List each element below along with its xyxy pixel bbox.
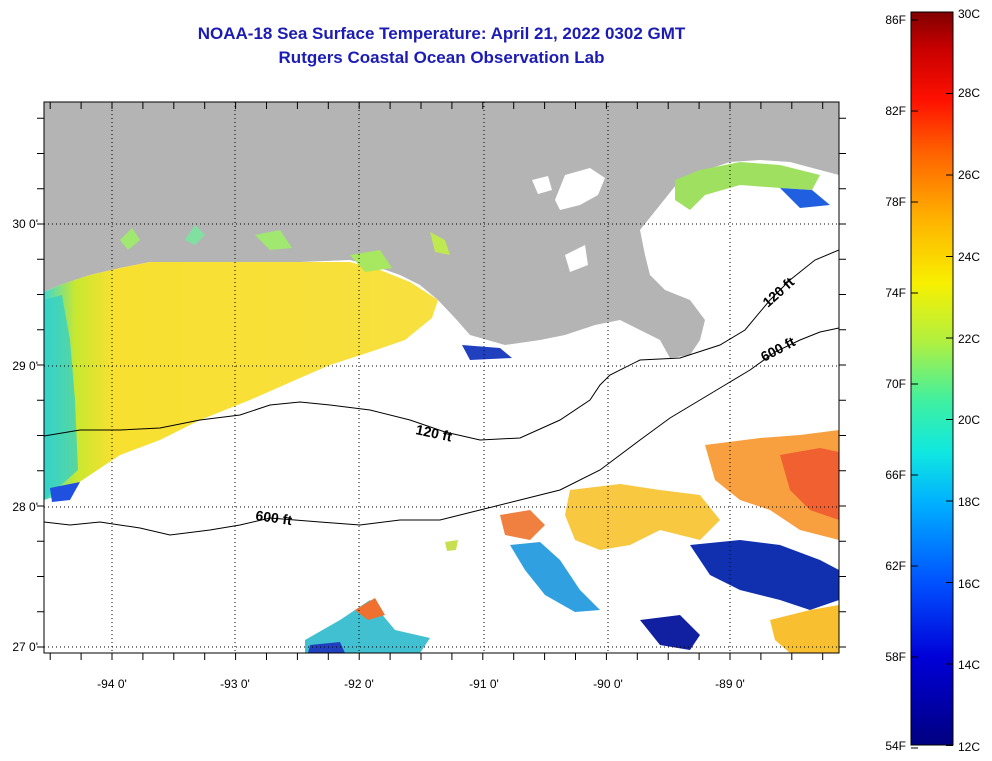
- colorbar-label-c: 24C: [958, 250, 980, 264]
- colorbar-label-f: 74F: [885, 286, 906, 300]
- graticule: [44, 102, 839, 653]
- colorbar-label-f: 66F: [885, 468, 906, 482]
- colorbar-label-c: 30C: [958, 7, 980, 21]
- sst-coastal-cold: [780, 188, 830, 208]
- inland-cloud: [532, 176, 552, 194]
- sst-bay-water: [462, 345, 512, 360]
- land-mass: [44, 102, 839, 358]
- sst-inland-lake: [185, 225, 205, 245]
- x-tick-label: -90 0': [593, 677, 623, 691]
- inland-cloud: [565, 245, 588, 272]
- map-border: [43, 101, 840, 654]
- sst-deep-cold: [690, 540, 839, 610]
- sst-deep-mixed: [305, 600, 430, 653]
- sst-shelf-cool-edge: [44, 295, 78, 500]
- map-subtitle: Rutgers Coastal Ocean Observation Lab: [278, 48, 605, 67]
- y-tick-label: 27 0': [12, 640, 38, 654]
- isobath-600ft: [44, 327, 839, 536]
- colorbar-label-c: 18C: [958, 495, 980, 509]
- x-tick-label: -91 0': [469, 677, 499, 691]
- sst-deep-hot: [780, 448, 839, 520]
- sst-shelf-water: [44, 262, 438, 500]
- colorbar-label-f: 62F: [885, 559, 906, 573]
- axis-ticks: [37, 102, 846, 660]
- sst-cold-patch: [50, 482, 80, 502]
- isobath-120ft: [44, 249, 839, 441]
- sst-deep-cold: [308, 642, 345, 653]
- colorbar-label-f: 86F: [885, 13, 906, 27]
- sst-coastal-water: [675, 162, 820, 210]
- contour-label-600ft: 600 ft: [255, 507, 294, 528]
- x-tick-label: -94 0': [97, 677, 127, 691]
- colorbar-border: [910, 11, 954, 746]
- colorbar-label-c: 16C: [958, 577, 980, 591]
- colorbar-label-c: 22C: [958, 332, 980, 346]
- x-tick-label: -93 0': [220, 677, 250, 691]
- x-tick-label: -89 0': [715, 677, 745, 691]
- y-tick-label: 28 0': [12, 500, 38, 514]
- sst-inland-lake: [255, 230, 292, 250]
- sst-small-patch: [445, 540, 458, 551]
- y-tick-label: 30 0': [12, 217, 38, 231]
- colorbar-label-f: 78F: [885, 195, 906, 209]
- colorbar-label-c: 26C: [958, 168, 980, 182]
- sst-deep-mixed: [770, 605, 839, 653]
- colorbar-label-f: 82F: [885, 104, 906, 118]
- sst-inland-lake: [350, 250, 392, 272]
- inland-cloud: [680, 200, 839, 345]
- colorbar-ticks: [911, 11, 953, 749]
- sst-inland-lake: [120, 228, 140, 250]
- colorbar-label-f: 70F: [885, 377, 906, 391]
- sst-deep-warm: [355, 598, 385, 620]
- y-tick-label: 29 0': [12, 359, 38, 373]
- colorbar-label-f: 54F: [885, 739, 906, 753]
- temperature-colorbar: [911, 12, 953, 745]
- colorbar-label-f: 58F: [885, 650, 906, 664]
- sst-inland-lake: [430, 232, 450, 255]
- contour-label-120ft: 120 ft: [414, 421, 453, 444]
- inland-cloud: [555, 168, 605, 210]
- colorbar-label-c: 14C: [958, 658, 980, 672]
- colorbar-label-c: 28C: [958, 86, 980, 100]
- sst-deep-mixed: [510, 542, 600, 612]
- colorbar-label-c: 12C: [958, 740, 980, 754]
- sst-deep-cold: [640, 615, 700, 650]
- x-tick-label: -92 0': [344, 677, 374, 691]
- map-title: NOAA-18 Sea Surface Temperature: April 2…: [197, 24, 686, 43]
- sst-deep-warm: [500, 510, 545, 540]
- colorbar-label-c: 20C: [958, 413, 980, 427]
- sst-deep-mid: [565, 484, 720, 550]
